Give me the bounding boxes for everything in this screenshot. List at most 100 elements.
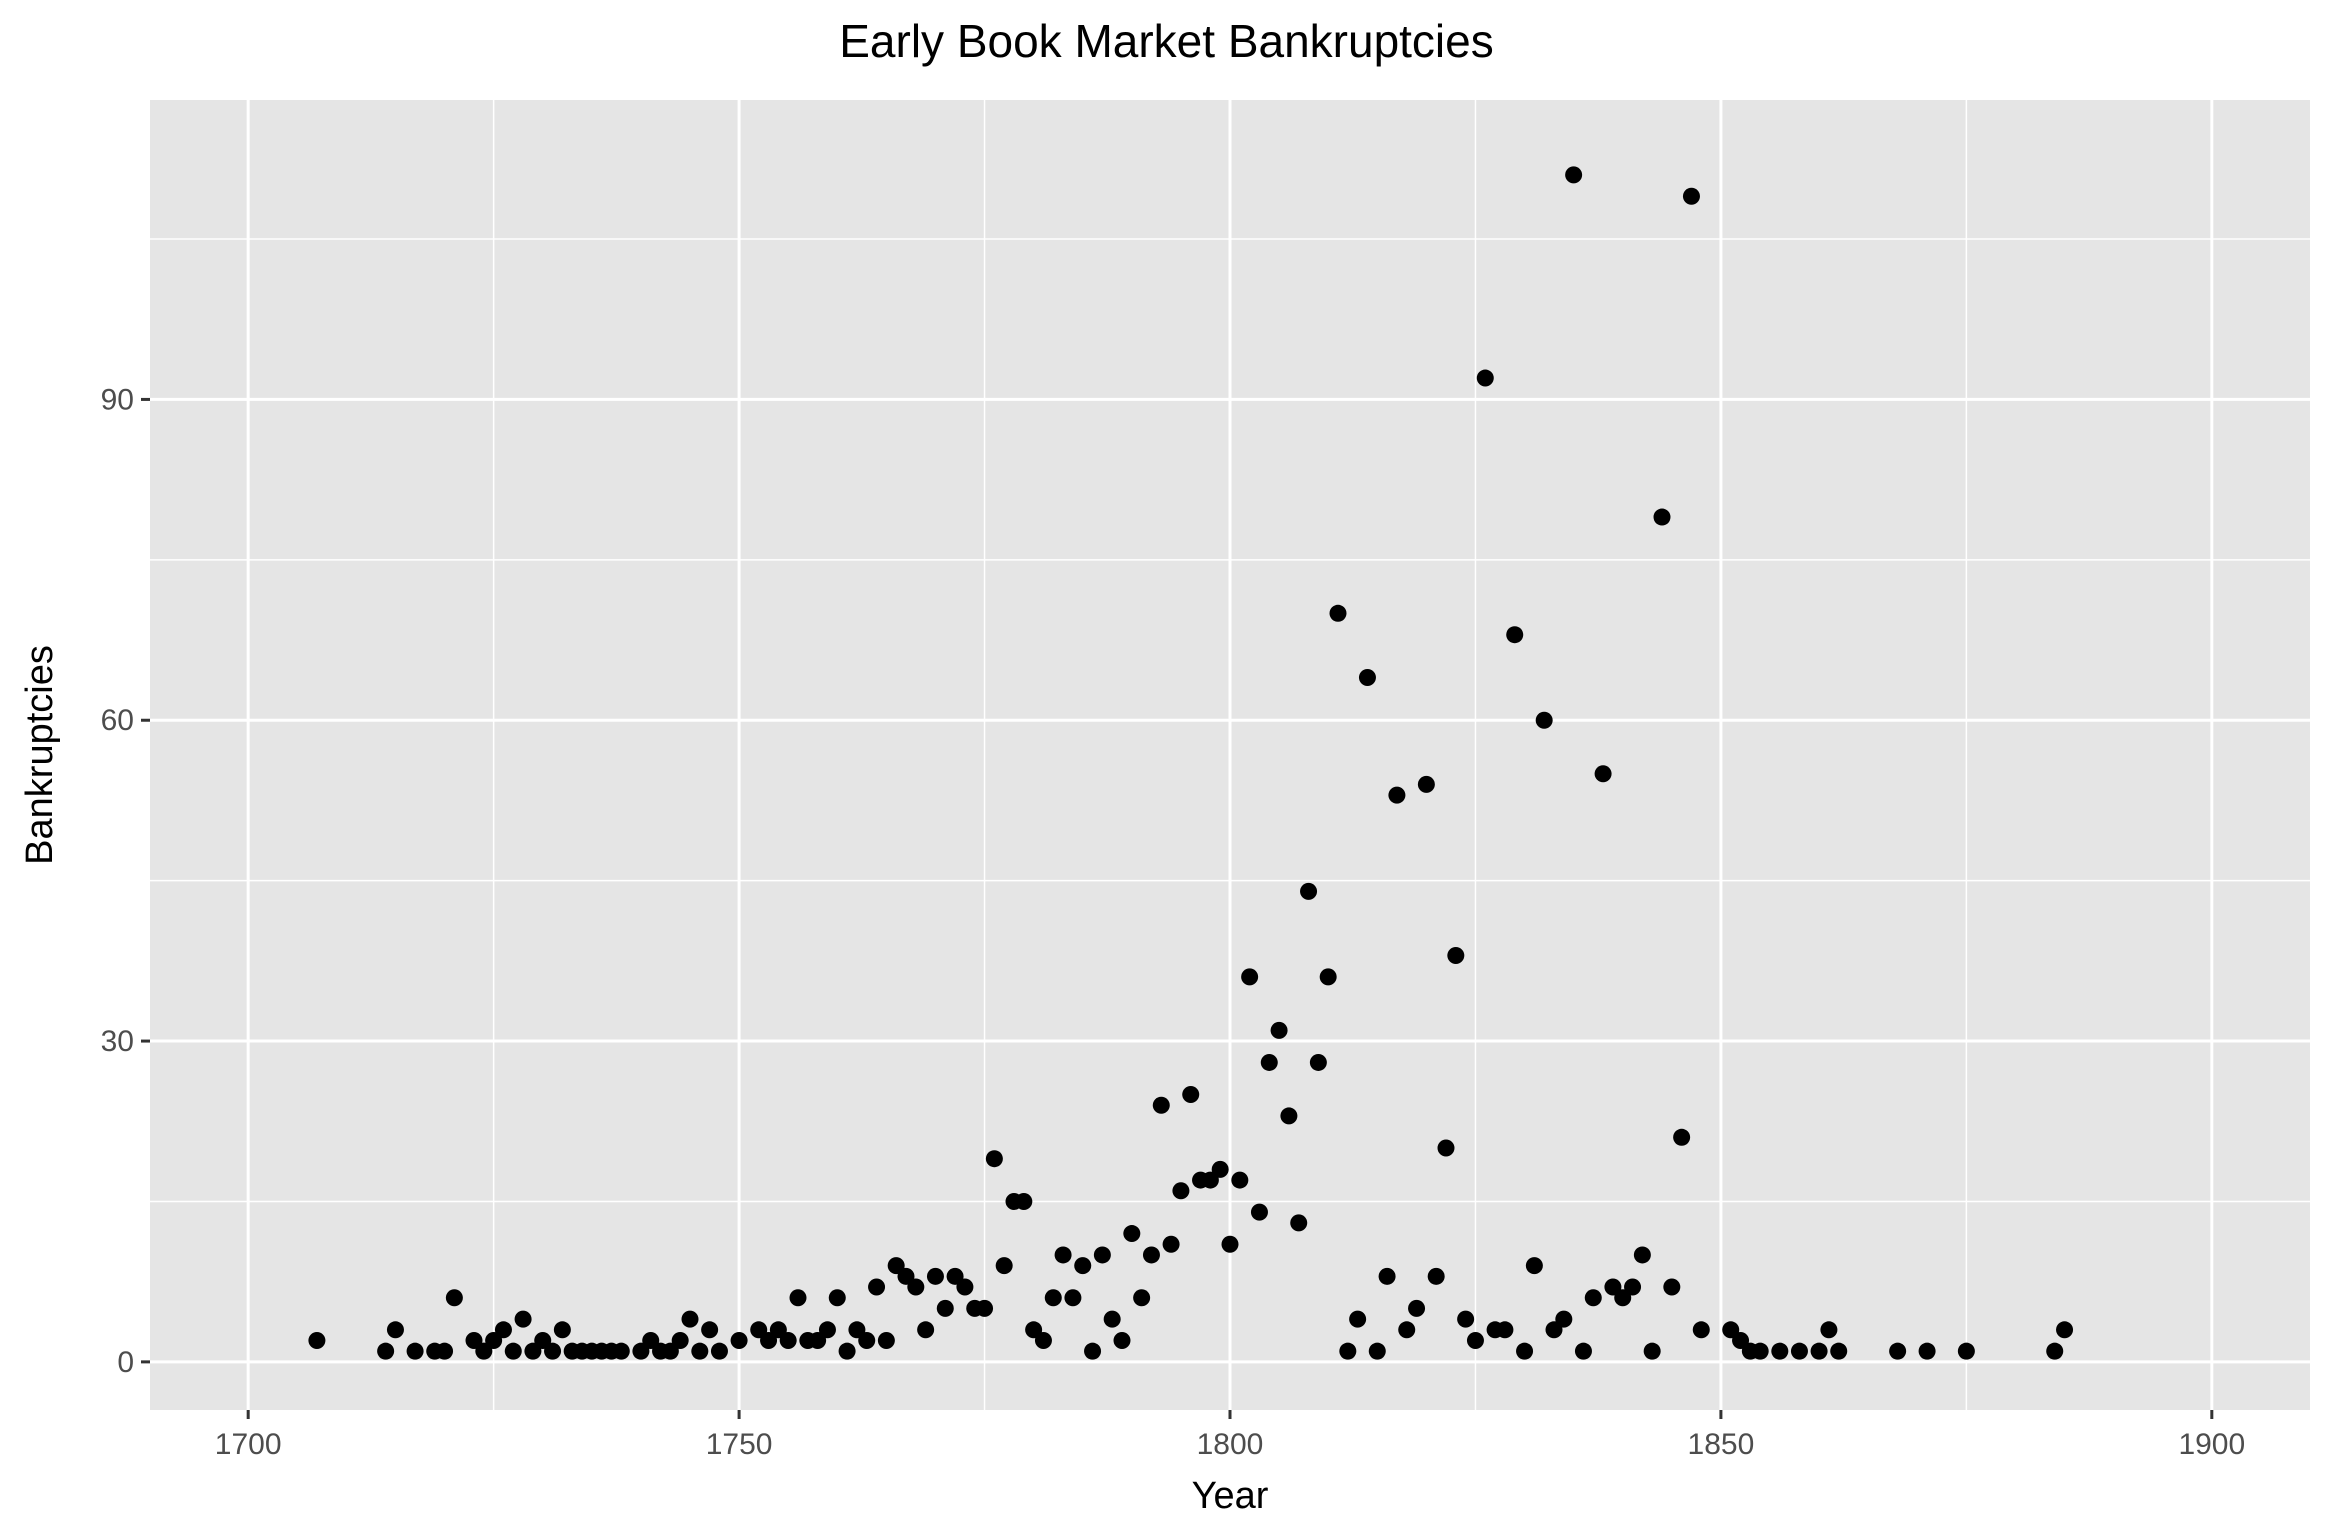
data-point	[1349, 1310, 1367, 1328]
y-tick-label: 0	[117, 1346, 134, 1379]
data-point	[1250, 1203, 1268, 1221]
data-point	[1918, 1342, 1936, 1360]
data-point	[1565, 166, 1583, 184]
data-point	[1339, 1342, 1357, 1360]
chart-title: Early Book Market Bankruptcies	[839, 15, 1494, 67]
data-point	[1368, 1342, 1386, 1360]
data-point	[1074, 1257, 1092, 1275]
major-gridlines	[150, 100, 2310, 1410]
data-point	[1771, 1342, 1789, 1360]
data-point	[730, 1331, 748, 1349]
data-point	[818, 1321, 836, 1339]
data-point	[1280, 1107, 1298, 1125]
data-point	[1152, 1096, 1170, 1114]
data-point	[681, 1310, 699, 1328]
data-point	[779, 1331, 797, 1349]
data-point	[1633, 1246, 1651, 1264]
data-point	[1682, 187, 1700, 205]
x-tick-label: 1700	[215, 1428, 282, 1461]
data-point	[1604, 1278, 1622, 1296]
data-point	[1270, 1021, 1288, 1039]
data-point	[1093, 1246, 1111, 1264]
data-point	[1388, 786, 1406, 804]
data-point	[691, 1342, 709, 1360]
data-point	[504, 1342, 522, 1360]
data-point	[1732, 1331, 1750, 1349]
data-point	[701, 1321, 719, 1339]
y-tick-label: 30	[101, 1025, 134, 1058]
data-point	[2056, 1321, 2074, 1339]
data-point	[809, 1331, 827, 1349]
data-point	[1516, 1342, 1534, 1360]
data-point	[956, 1278, 974, 1296]
data-point	[848, 1321, 866, 1339]
data-point	[436, 1342, 454, 1360]
data-point	[907, 1278, 925, 1296]
data-point	[553, 1321, 571, 1339]
data-point	[524, 1342, 542, 1360]
data-point	[406, 1342, 424, 1360]
data-point	[612, 1342, 630, 1360]
data-point	[769, 1321, 787, 1339]
data-point	[838, 1342, 856, 1360]
x-tick-label: 1900	[2178, 1428, 2245, 1461]
data-point	[1889, 1342, 1907, 1360]
data-point	[1820, 1321, 1838, 1339]
data-point	[976, 1299, 994, 1317]
data-point	[1142, 1246, 1160, 1264]
data-point	[642, 1331, 660, 1349]
data-point	[1496, 1321, 1514, 1339]
data-point	[1417, 775, 1435, 793]
data-point	[1103, 1310, 1121, 1328]
data-point	[1241, 968, 1259, 986]
data-point	[828, 1289, 846, 1307]
data-point	[377, 1342, 395, 1360]
data-point	[1260, 1053, 1278, 1071]
data-point	[1427, 1267, 1445, 1285]
data-point	[1722, 1321, 1740, 1339]
data-point	[308, 1331, 326, 1349]
data-point	[1378, 1267, 1396, 1285]
data-point	[946, 1267, 964, 1285]
x-tick-label: 1850	[1688, 1428, 1755, 1461]
data-point	[386, 1321, 404, 1339]
data-point	[1300, 882, 1318, 900]
data-point	[877, 1331, 895, 1349]
data-point	[1692, 1321, 1710, 1339]
data-point	[926, 1267, 944, 1285]
data-point	[485, 1331, 503, 1349]
data-point	[1594, 765, 1612, 783]
data-point	[544, 1342, 562, 1360]
y-axis-tick-labels: 0 30 60 90	[101, 383, 134, 1378]
y-tick-label: 90	[101, 383, 134, 416]
data-point	[1643, 1342, 1661, 1360]
data-point	[1064, 1289, 1082, 1307]
x-tick-label: 1750	[706, 1428, 773, 1461]
data-point	[2046, 1342, 2064, 1360]
data-point	[1751, 1342, 1769, 1360]
data-point	[1015, 1192, 1033, 1210]
data-point	[494, 1321, 512, 1339]
data-point	[1113, 1331, 1131, 1349]
axis-ticks	[141, 397, 2214, 1419]
data-point	[1790, 1342, 1808, 1360]
y-axis-title: Bankruptcies	[19, 645, 61, 865]
data-point	[465, 1331, 483, 1349]
data-point	[1574, 1342, 1592, 1360]
data-point	[868, 1278, 886, 1296]
data-point	[1054, 1246, 1072, 1264]
data-point	[897, 1267, 915, 1285]
data-point	[917, 1321, 935, 1339]
data-point	[789, 1289, 807, 1307]
data-point	[710, 1342, 728, 1360]
data-point	[1476, 369, 1494, 387]
data-point	[1084, 1342, 1102, 1360]
data-point	[1663, 1278, 1681, 1296]
data-points	[308, 166, 2074, 1360]
data-point	[1408, 1299, 1426, 1317]
data-point	[1162, 1235, 1180, 1253]
data-point	[1437, 1139, 1455, 1157]
data-point	[1555, 1310, 1573, 1328]
data-point	[1624, 1278, 1642, 1296]
